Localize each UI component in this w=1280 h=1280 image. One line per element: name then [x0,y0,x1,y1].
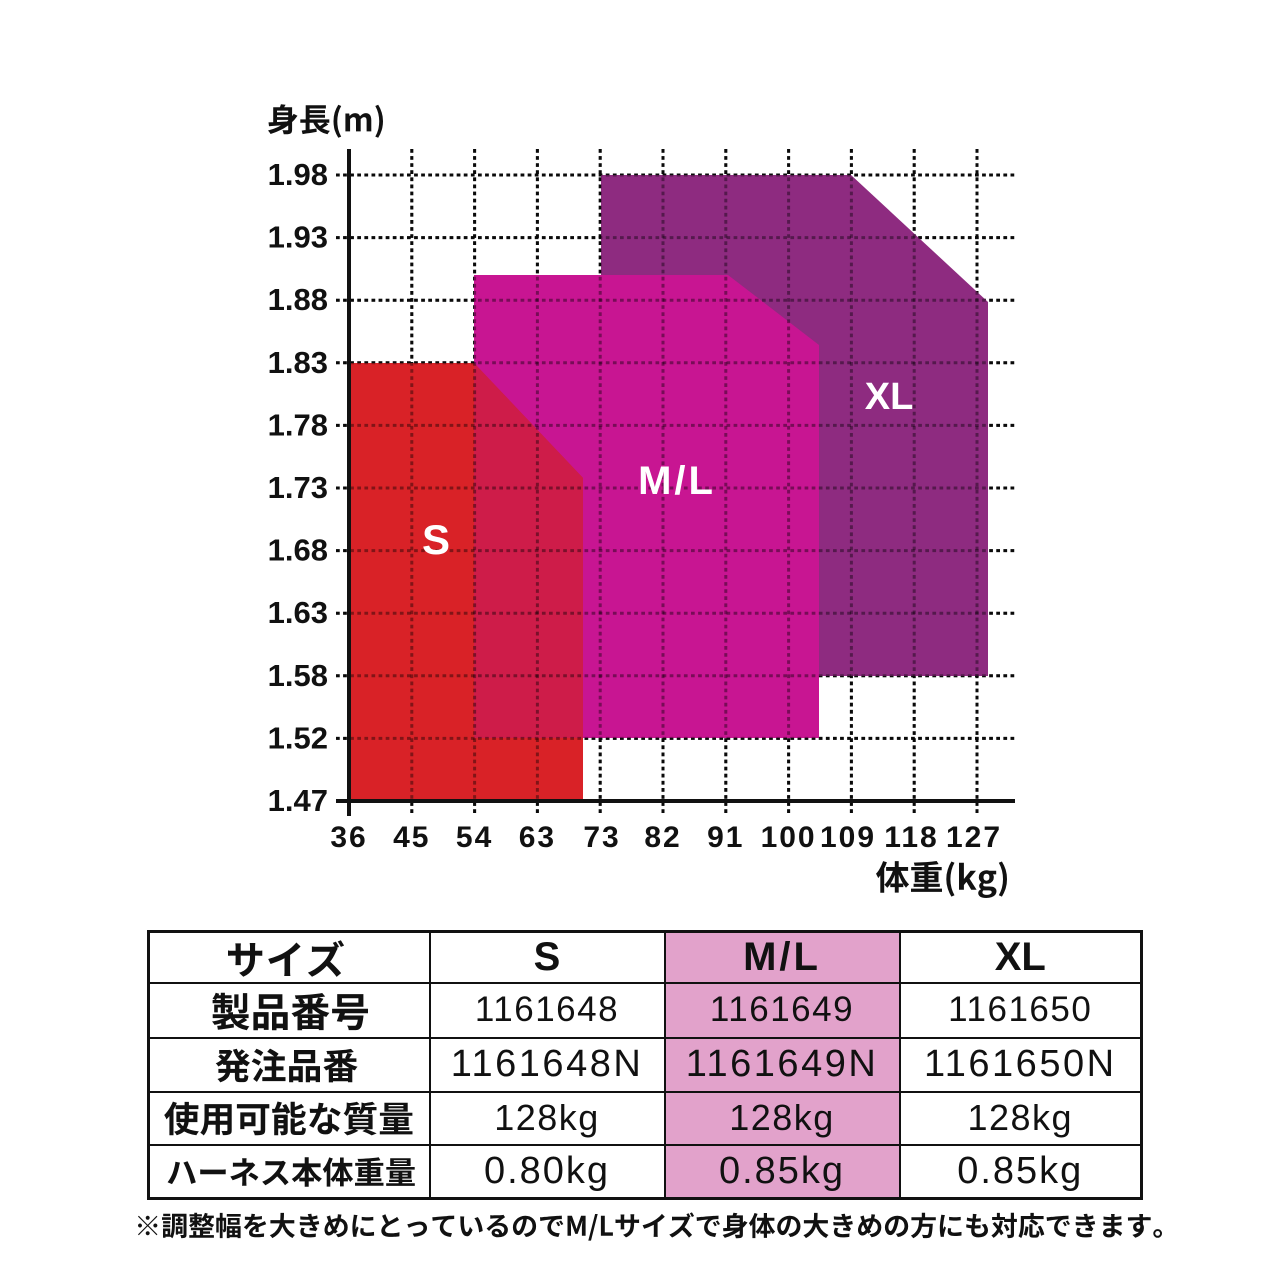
svg-text:73: 73 [583,821,620,854]
svg-text:1.78: 1.78 [268,407,328,442]
svg-text:1.93: 1.93 [268,220,328,255]
svg-text:1.98: 1.98 [268,157,328,192]
svg-text:63: 63 [519,821,556,854]
svg-text:109: 109 [820,821,876,854]
svg-text:1.52: 1.52 [268,720,328,755]
svg-text:82: 82 [644,821,681,854]
svg-text:1.68: 1.68 [268,533,328,568]
svg-text:118: 118 [884,821,938,854]
svg-text:54: 54 [456,821,493,854]
svg-text:1.73: 1.73 [268,470,328,505]
svg-text:1.58: 1.58 [268,658,328,693]
svg-text:91: 91 [707,821,744,854]
svg-text:M/L: M/L [638,459,716,503]
svg-text:100: 100 [761,821,817,854]
svg-text:127: 127 [946,821,1002,854]
svg-text:S: S [422,516,450,563]
svg-text:1.63: 1.63 [268,595,328,630]
svg-text:1.83: 1.83 [268,345,328,380]
svg-text:1.47: 1.47 [268,783,328,818]
svg-text:36: 36 [330,821,367,854]
svg-text:XL: XL [865,376,914,418]
svg-text:45: 45 [393,821,430,854]
svg-text:1.88: 1.88 [268,282,328,317]
